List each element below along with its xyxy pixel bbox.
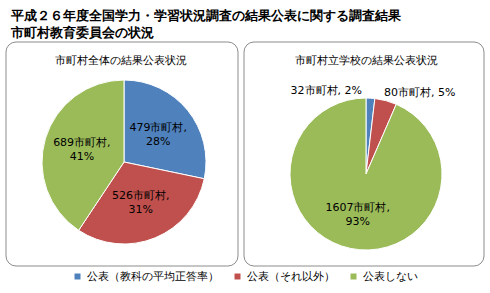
- svg-text:689市町村,: 689市町村,: [53, 136, 111, 149]
- svg-text:93%: 93%: [345, 215, 369, 228]
- svg-text:80市町村, 5%: 80市町村, 5%: [384, 86, 455, 99]
- svg-text:平成２６年度全国学力・学習状況調査の結果公表に関する調査結果: 平成２６年度全国学力・学習状況調査の結果公表に関する調査結果: [10, 8, 402, 23]
- svg-text:526市町村,: 526市町村,: [112, 189, 170, 202]
- svg-text:32市町村, 2%: 32市町村, 2%: [291, 84, 362, 97]
- svg-text:公表しない: 公表しない: [363, 270, 418, 283]
- svg-text:公表（それ以外）: 公表（それ以外）: [247, 270, 335, 283]
- svg-text:公表（教科の平均正答率）: 公表（教科の平均正答率）: [87, 270, 219, 283]
- svg-text:1607市町村,: 1607市町村,: [325, 201, 390, 214]
- svg-text:31%: 31%: [128, 203, 152, 216]
- svg-text:41%: 41%: [70, 150, 94, 163]
- svg-text:市町村教育委員会の状況: 市町村教育委員会の状況: [10, 25, 154, 40]
- svg-text:市町村全体の結果公表状況: 市町村全体の結果公表状況: [55, 54, 187, 67]
- svg-text:市町村立学校の結果公表状況: 市町村立学校の結果公表状況: [295, 54, 438, 67]
- svg-text:28%: 28%: [146, 135, 170, 148]
- svg-text:479市町村,: 479市町村,: [129, 121, 187, 134]
